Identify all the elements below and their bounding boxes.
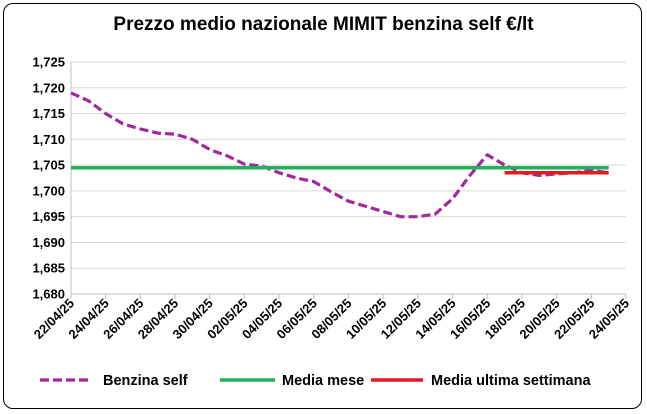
series-lines [70,91,609,219]
legend-label-1: Media mese [282,373,364,389]
chart-title: Prezzo medio nazionale MIMIT benzina sel… [113,14,534,35]
x-tick-labels: 22/04/2524/04/2526/04/2528/04/2530/04/25… [31,296,632,342]
y-tick-label: 1,715 [32,106,65,121]
y-tick-label: 1,700 [32,183,65,198]
series-line-0 [70,91,609,219]
y-tick-label: 1,695 [32,209,65,224]
y-tick-label: 1,685 [32,261,65,276]
legend-label-0: Benzina self [103,373,188,389]
legend-label-2: Media ultima settimana [431,373,591,389]
chart-frame [3,3,642,409]
y-tick-label: 1,690 [32,235,65,250]
y-tick-label: 1,725 [32,55,65,70]
y-tick-label: 1,710 [32,132,65,147]
y-tick-labels: 1,680 1,685 1,690 1,695 1,700 1,705 1,710 1,715… [32,55,65,302]
y-tick-label: 1,680 [32,287,65,302]
gridlines [71,61,626,295]
axes [70,62,627,299]
legend: Benzina self Media mese Media ultima setti… [40,373,591,389]
y-tick-label: 1,705 [32,158,65,173]
y-tick-label: 1,720 [32,80,65,95]
